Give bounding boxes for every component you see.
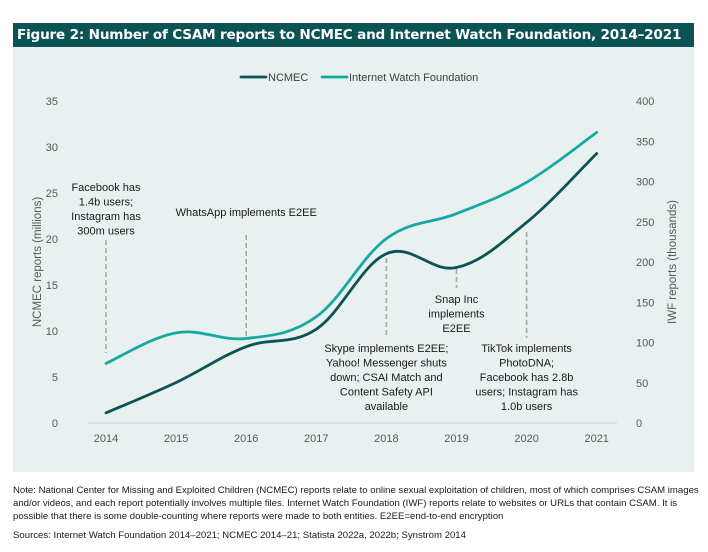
legend-label: Internet Watch Foundation (349, 72, 478, 84)
ncmec-line (104, 152, 599, 415)
y-left-axis-title: NCMEC reports (millions) (32, 197, 44, 328)
annotation-line-text: WhatsApp implements E2EE (176, 207, 317, 219)
annotation-line-text: E2EE (442, 323, 470, 335)
annotation-line-text: 300m users (77, 226, 135, 238)
legend: NCMEC Internet Watch Foundation (239, 72, 478, 84)
annotation-line-text: down; CSAI Match and (330, 372, 443, 384)
axes: 2014 2015 2016 2017 2018 2019 2020 2021 0 5 10 15 20… (32, 96, 679, 445)
annotation-label: WhatsApp implements E2EE (176, 207, 317, 219)
x-tick-label: 2014 (94, 433, 118, 445)
annotation-line-text: TikTok implements (481, 343, 572, 355)
x-tick-label: 2017 (304, 433, 328, 445)
line-chart: 2014 2015 2016 2017 2018 2019 2020 2021 0 5 10 15 20… (32, 72, 679, 445)
chart-panel (13, 47, 694, 472)
y-right-tick-label: 250 (636, 217, 654, 229)
figure-title: Figure 2: Number of CSAM reports to NCME… (13, 23, 694, 47)
y-right-tick-label: 150 (636, 297, 654, 309)
annotation-line-text: Content Safety API (340, 387, 433, 399)
annotation-line-text: 1.0b users (501, 401, 553, 413)
y-left-tick-label: 15 (46, 280, 58, 292)
annotation-line-text: available (365, 401, 408, 413)
y-right-tick-label: 100 (636, 338, 654, 350)
x-tick-label: 2015 (164, 433, 188, 445)
annotation-label: Skype implements E2EE; Yahoo! Messenger s… (324, 343, 448, 413)
figure-sources: Sources: Internet Watch Foundation 2014–… (13, 530, 466, 541)
x-tick-label: 2018 (374, 433, 398, 445)
x-tick-label: 2016 (234, 433, 258, 445)
y-left-tick-label: 25 (46, 188, 58, 200)
figure-note: Note: National Center for Missing and Ex… (13, 485, 699, 522)
annotation-line-text: implements (428, 309, 485, 321)
y-left-tick-label: 30 (46, 142, 58, 154)
x-tick-label: 2021 (584, 433, 608, 445)
annotation-line-text: Facebook has 2.8b (480, 372, 574, 384)
annotation-line-text: users; Instagram has (475, 387, 578, 399)
annotation-label: Facebook has 1.4b users; Instagram has 300m… (71, 182, 141, 238)
annotation-line-text: Facebook has (71, 182, 141, 194)
y-left-tick-label: 0 (52, 418, 58, 430)
annotation-label: TikTok implements PhotoDNA; Facebook has 2… (475, 343, 578, 413)
legend-label: NCMEC (268, 72, 308, 84)
series (104, 130, 599, 415)
annotation-line-text: PhotoDNA; (499, 358, 554, 370)
annotation-line-text: Instagram has (71, 211, 141, 223)
annotation-line-text: Snap Inc (435, 294, 479, 306)
y-right-tick-label: 200 (636, 257, 654, 269)
y-right-tick-label: 400 (636, 96, 654, 108)
y-left-tick-label: 20 (46, 234, 58, 246)
y-left-tick-label: 35 (46, 96, 58, 108)
y-right-axis-title: IWF reports (thousands) (667, 200, 679, 324)
annotation-line-text: Skype implements E2EE; (324, 343, 448, 355)
annotations: Facebook has 1.4b users; Instagram has 300m… (71, 182, 578, 413)
annotation-line-text: 1.4b users; (79, 197, 133, 209)
y-right-tick-label: 50 (636, 378, 648, 390)
y-right-tick-label: 350 (636, 136, 654, 148)
y-left-tick-label: 10 (46, 326, 58, 338)
x-tick-label: 2020 (514, 433, 538, 445)
y-left-tick-label: 5 (52, 372, 58, 384)
y-right-tick-label: 0 (636, 418, 642, 430)
annotation-label: Snap Inc implements E2EE (428, 294, 485, 335)
annotation-line-text: Yahoo! Messenger shuts (326, 358, 447, 370)
iwf-line (104, 130, 599, 365)
y-right-tick-label: 300 (636, 177, 654, 189)
x-tick-label: 2019 (444, 433, 468, 445)
